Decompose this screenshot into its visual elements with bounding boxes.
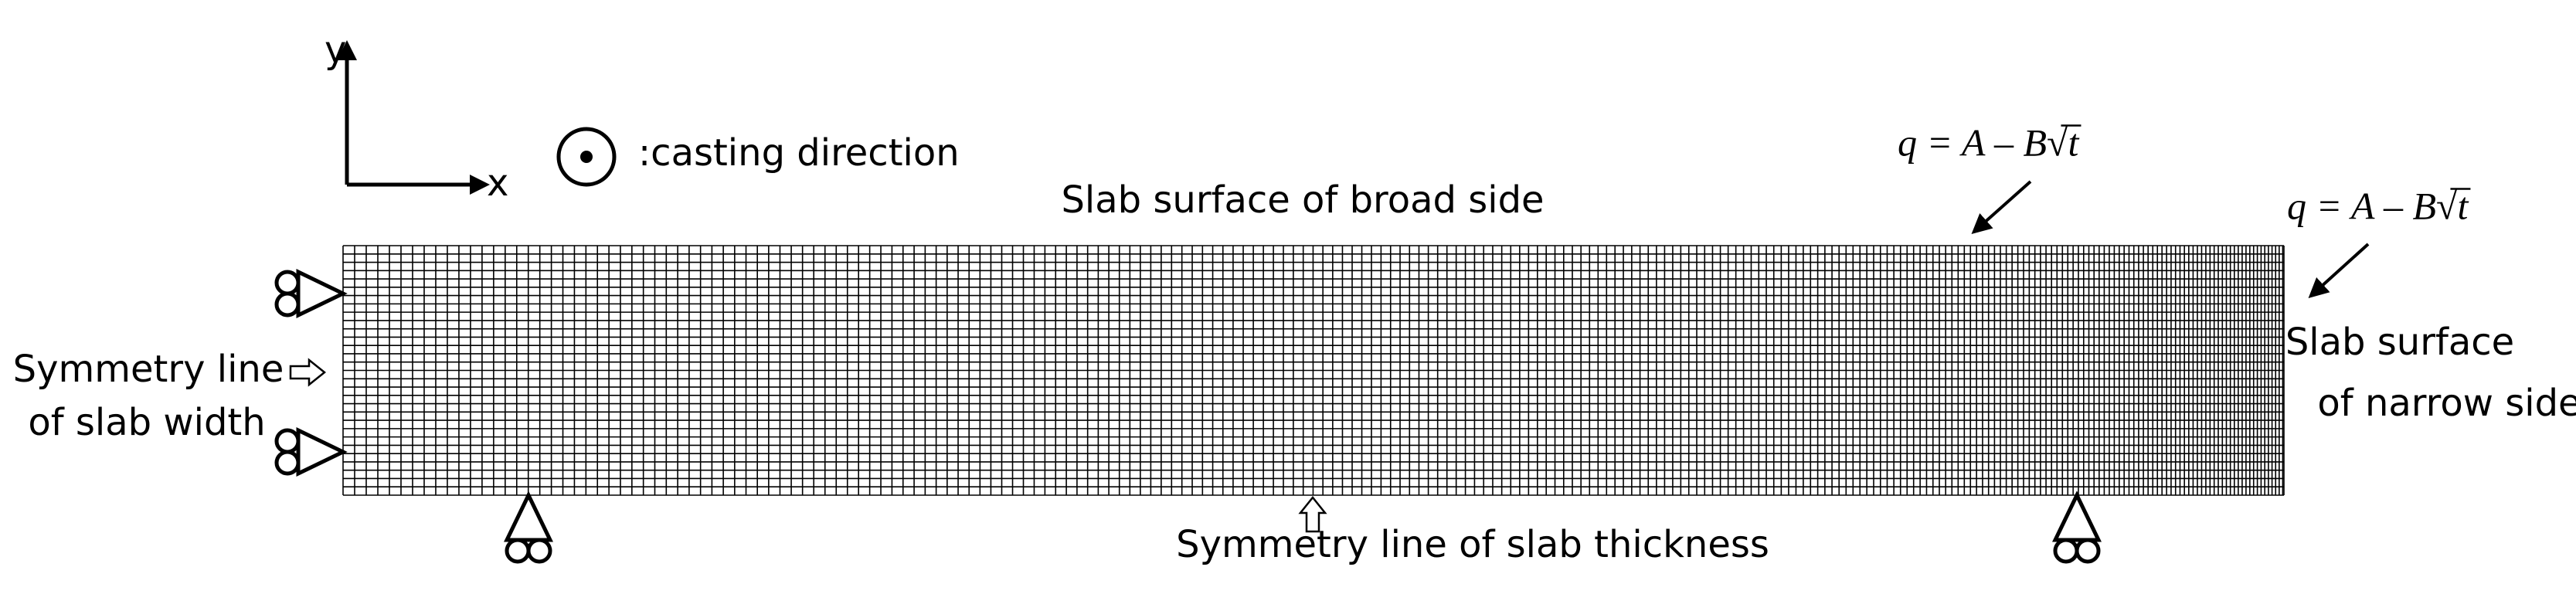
roller-support: [274, 269, 348, 477]
formula: q = A – B√t: [1898, 121, 2079, 164]
flux-arrow: [2308, 243, 2370, 299]
label: of slab width: [28, 401, 265, 444]
label: Symmetry line of slab thickness: [1176, 523, 1769, 566]
mesh: [342, 245, 2285, 496]
label: Slab surface: [2285, 321, 2514, 364]
coordinate-axes: [337, 40, 490, 195]
legend-text: :casting direction: [638, 131, 960, 175]
roller-support: [504, 491, 2102, 564]
symmetry-arrow: [289, 358, 327, 387]
casting-symbol: [556, 127, 617, 187]
flux-arrow: [1971, 180, 2032, 234]
axis-label: x: [487, 161, 508, 205]
label: Symmetry line: [13, 348, 284, 391]
casting-dot: [580, 151, 593, 163]
axis-label: y: [325, 29, 346, 72]
formula: q = A – B√t: [2287, 184, 2469, 227]
label: Slab surface of broad side: [1061, 178, 1544, 222]
symmetry-arrow: [1298, 495, 1327, 533]
label: of narrow side: [2317, 382, 2576, 425]
